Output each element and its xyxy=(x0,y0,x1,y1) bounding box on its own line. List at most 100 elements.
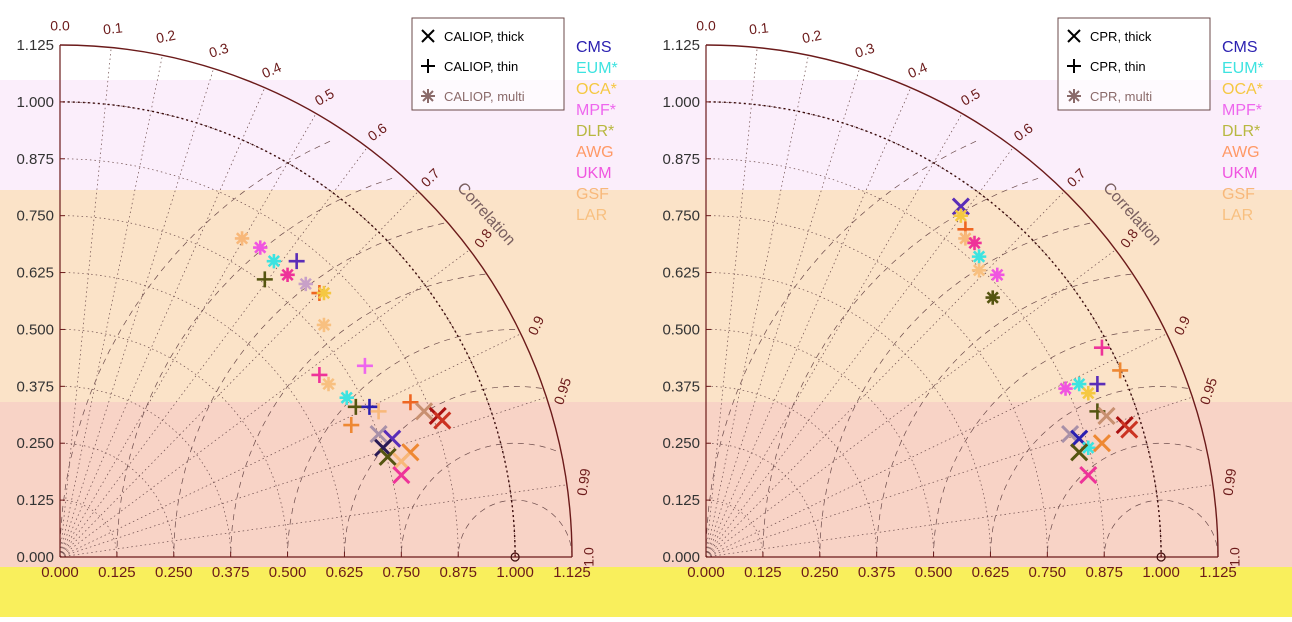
x-tick-label: 0.125 xyxy=(744,564,782,581)
correlation-line xyxy=(705,484,1213,558)
band-peach xyxy=(0,190,1292,402)
legend-marker-x xyxy=(421,29,435,43)
data-point-* xyxy=(266,253,282,269)
data-point-+ xyxy=(402,394,419,411)
x-tick-label: 0.250 xyxy=(155,564,193,581)
std-arc xyxy=(705,215,1048,558)
correlation-tick-label: 0.0 xyxy=(696,18,716,34)
x-tick-label: 0.625 xyxy=(972,564,1010,581)
correlation-tick-label: 1.0 xyxy=(581,547,597,567)
data-point-* xyxy=(1081,440,1096,455)
rmsd-arc xyxy=(990,385,1188,558)
legend-marker-* xyxy=(421,89,435,103)
correlation-tick-label: 0.95 xyxy=(1196,375,1220,406)
y-tick-label: 0.250 xyxy=(16,435,54,452)
correlation-line xyxy=(705,68,860,558)
data-point-+ xyxy=(356,357,373,374)
legend-label: CALIOP, multi xyxy=(444,89,525,104)
y-tick-label: 0.625 xyxy=(16,265,54,282)
data-point-* xyxy=(971,249,987,264)
data-point-* xyxy=(953,208,969,223)
dataset-legend-label: UKM xyxy=(1222,165,1258,182)
data-point-* xyxy=(990,267,1005,283)
x-tick-label: 0.000 xyxy=(687,564,725,581)
correlation-line xyxy=(705,55,809,558)
correlation-tick-label: 1.0 xyxy=(1227,547,1243,567)
dataset-legend-label: AWG xyxy=(1222,144,1260,161)
x-tick-label: 0.000 xyxy=(41,564,79,581)
correlation-tick-label: 0.99 xyxy=(574,467,594,496)
y-tick-label: 1.125 xyxy=(662,37,700,54)
rmsd-arc xyxy=(457,499,573,558)
y-tick-label: 0.125 xyxy=(16,492,54,509)
correlation-tick-label: 0.1 xyxy=(102,19,123,37)
correlation-line xyxy=(59,147,368,558)
data-point-* xyxy=(321,376,336,392)
std-arc xyxy=(59,329,288,558)
correlation-tick-label: 0.0 xyxy=(50,18,70,34)
y-tick-label: 0.500 xyxy=(16,321,54,338)
band-yellow xyxy=(0,567,1292,617)
x-tick-label: 0.875 xyxy=(439,564,477,581)
correlation-tick-label: 0.1 xyxy=(748,19,769,37)
dataset-legend-label: GSF xyxy=(576,186,609,203)
rmsd-arc xyxy=(705,140,977,558)
data-point-* xyxy=(316,285,332,301)
x-tick-label: 1.125 xyxy=(1199,564,1237,581)
correlation-tick-label: 0.7 xyxy=(418,165,443,190)
data-point-+ xyxy=(370,403,387,420)
legend-marker-x xyxy=(1067,29,1081,43)
rmsd-arc xyxy=(173,222,445,558)
legend-marker-+ xyxy=(1067,59,1081,73)
x-tick-label: 0.125 xyxy=(98,564,136,581)
y-tick-label: 0.375 xyxy=(662,378,700,395)
dataset-legend-label: CMS xyxy=(1222,39,1258,56)
data-point-* xyxy=(339,390,354,405)
dataset-legend-label: DLR* xyxy=(576,123,614,140)
x-tick-label: 0.500 xyxy=(269,564,307,581)
data-point-x xyxy=(1061,425,1080,444)
y-tick-label: 1.000 xyxy=(662,94,700,111)
data-point-* xyxy=(280,267,295,283)
std-arc xyxy=(59,215,402,558)
rmsd-arc xyxy=(1046,442,1203,558)
correlation-line xyxy=(59,484,567,558)
std-arc xyxy=(59,272,345,558)
outer-arc xyxy=(59,44,573,558)
data-point-x xyxy=(1097,406,1116,425)
std-arc xyxy=(59,442,175,558)
correlation-tick-label: 0.9 xyxy=(1170,313,1193,338)
legend-label: CPR, thick xyxy=(1090,29,1152,44)
std-arc xyxy=(59,499,118,558)
y-tick-label: 0.750 xyxy=(16,208,54,225)
rmsd-arc xyxy=(230,273,486,558)
y-tick-label: 0.250 xyxy=(662,435,700,452)
rmsd-arc xyxy=(876,273,1132,558)
y-tick-label: 0.500 xyxy=(662,321,700,338)
correlation-tick-label: 0.6 xyxy=(365,120,390,145)
correlation-tick-label: 0.5 xyxy=(958,85,983,109)
taylor-diagram-right: 0.0 0.1 0.2 0.3 0.4 0.5 0.6 0.7 0.8 0.9 0.95 0.99 1.… xyxy=(646,0,1292,617)
rmsd-arc xyxy=(287,329,516,558)
x-tick-label: 0.375 xyxy=(212,564,250,581)
data-point-x xyxy=(369,425,388,444)
legend-marker-+ xyxy=(421,59,435,73)
x-tick-label: 1.000 xyxy=(1142,564,1180,581)
data-point-+ xyxy=(1093,339,1110,356)
correlation-line xyxy=(59,68,214,558)
data-point-+ xyxy=(361,398,378,415)
dataset-legend-label: MPF* xyxy=(576,102,616,119)
std-arc xyxy=(705,329,934,558)
correlation-tick-label: 0.5 xyxy=(312,85,337,109)
correlation-tick-label: 0.2 xyxy=(155,27,177,47)
data-point-x xyxy=(433,411,452,430)
taylor-diagram-right-svg: 0.0 0.1 0.20.30.40.50.60.70.80.90.950.991.… xyxy=(662,17,1264,581)
data-point-* xyxy=(234,231,250,246)
dataset-legend-label: EUM* xyxy=(1222,60,1264,77)
rmsd-arc xyxy=(59,140,331,558)
std-arc xyxy=(705,158,1105,558)
rmsd-arc xyxy=(933,329,1162,558)
data-point-+ xyxy=(256,271,273,288)
y-tick-label: 0.000 xyxy=(662,549,700,566)
correlation-tick-label: 0.6 xyxy=(1011,120,1036,145)
